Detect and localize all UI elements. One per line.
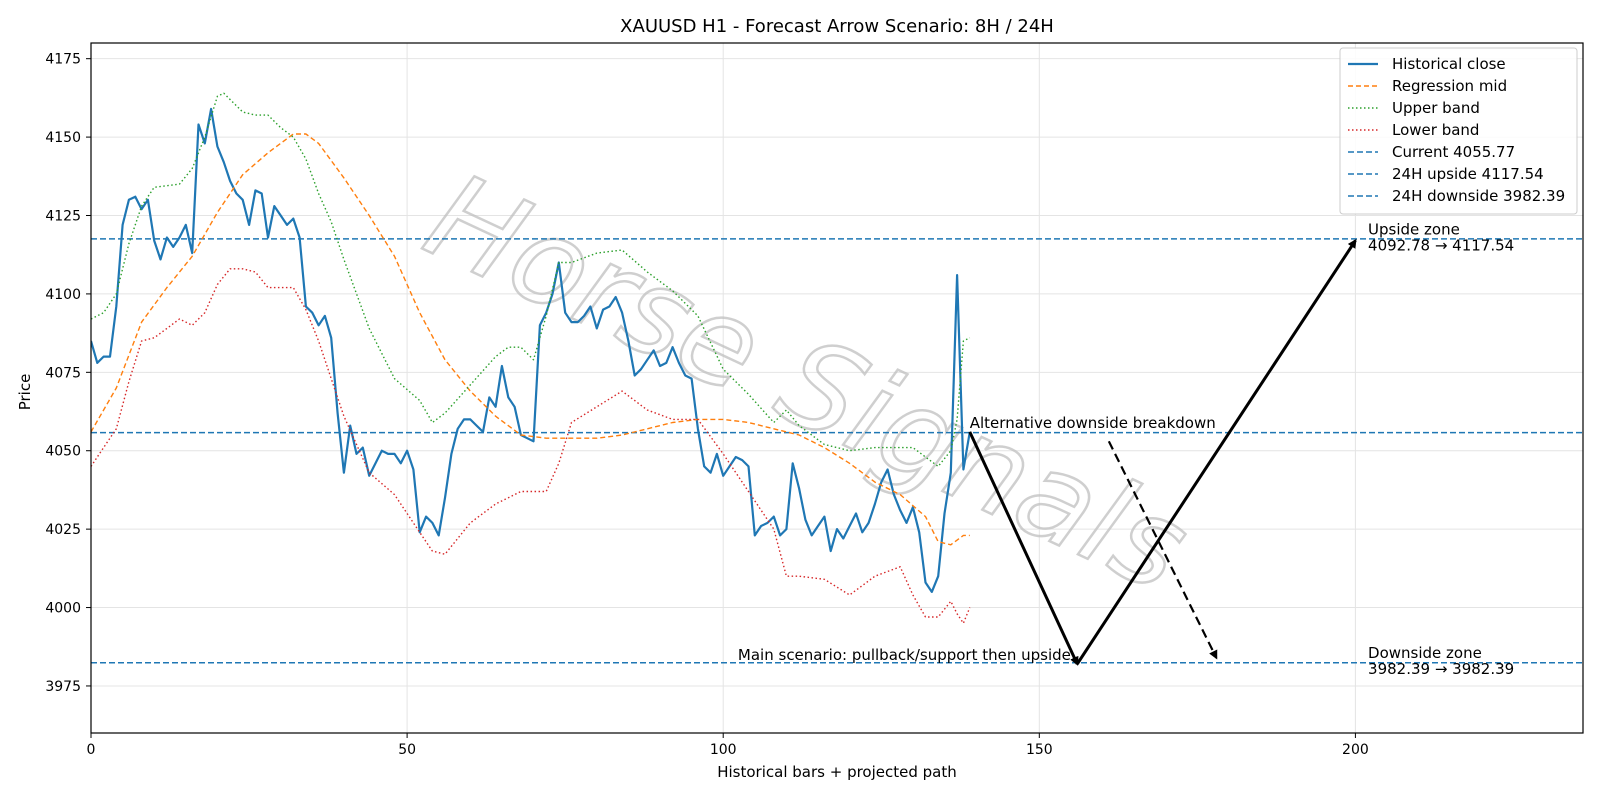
legend-label: Lower band	[1392, 121, 1479, 139]
annotation-text: 3982.39 → 3982.39	[1368, 660, 1514, 678]
series-group	[91, 92, 1583, 666]
legend-label: Current 4055.77	[1392, 143, 1515, 161]
legend-label: Historical close	[1392, 55, 1506, 73]
series-line	[91, 92, 971, 468]
legend-label: Regression mid	[1392, 77, 1507, 95]
legend-label: Upper band	[1392, 99, 1480, 117]
annotation-text: Downside zone	[1368, 644, 1482, 662]
y-axis-label: Price	[16, 374, 34, 411]
y-tick-label: 4025	[45, 522, 81, 538]
legend-label: 24H downside 3982.39	[1392, 187, 1565, 205]
forecast-arrow	[1075, 238, 1357, 665]
legend-box	[1339, 47, 1578, 215]
x-tick-label: 50	[398, 742, 416, 758]
y-tick-label: 4125	[45, 209, 81, 225]
series-line	[91, 107, 971, 594]
series-line	[91, 133, 970, 546]
y-tick-label: 3975	[45, 679, 81, 695]
x-tick-label: 0	[87, 742, 96, 758]
legend: Historical close Regression mid Upper band…	[1339, 47, 1578, 215]
chart-title: XAUUSD H1 - Forecast Arrow Scenario: 8H …	[620, 16, 1054, 37]
x-tick-label: 100	[710, 742, 737, 758]
annotation-text: Main scenario: pullback/support then ups…	[738, 646, 1071, 664]
annotation-text: Upside zone	[1368, 220, 1460, 238]
watermark-text: Horse Signals	[407, 147, 1208, 619]
annotation-text: 4092.78 → 4117.54	[1368, 236, 1514, 254]
annotation-text: Alternative downside breakdown	[970, 414, 1216, 432]
y-tick-label: 4000	[45, 601, 81, 617]
forecast-arrow	[1107, 440, 1218, 660]
plot-frame	[90, 42, 1584, 734]
y-tick-label: 4100	[45, 287, 81, 303]
y-tick-label: 4075	[45, 365, 81, 381]
y-tick-label: 4150	[45, 130, 81, 146]
forecast-arrow	[968, 431, 1079, 666]
x-tick-label: 150	[1026, 742, 1053, 758]
x-axis-label: Historical bars + projected path	[717, 763, 957, 781]
legend-label: 24H upside 4117.54	[1392, 165, 1544, 183]
y-tick-label: 4175	[45, 52, 81, 68]
y-tick-label: 4050	[45, 444, 81, 460]
x-tick-label: 200	[1342, 742, 1369, 758]
